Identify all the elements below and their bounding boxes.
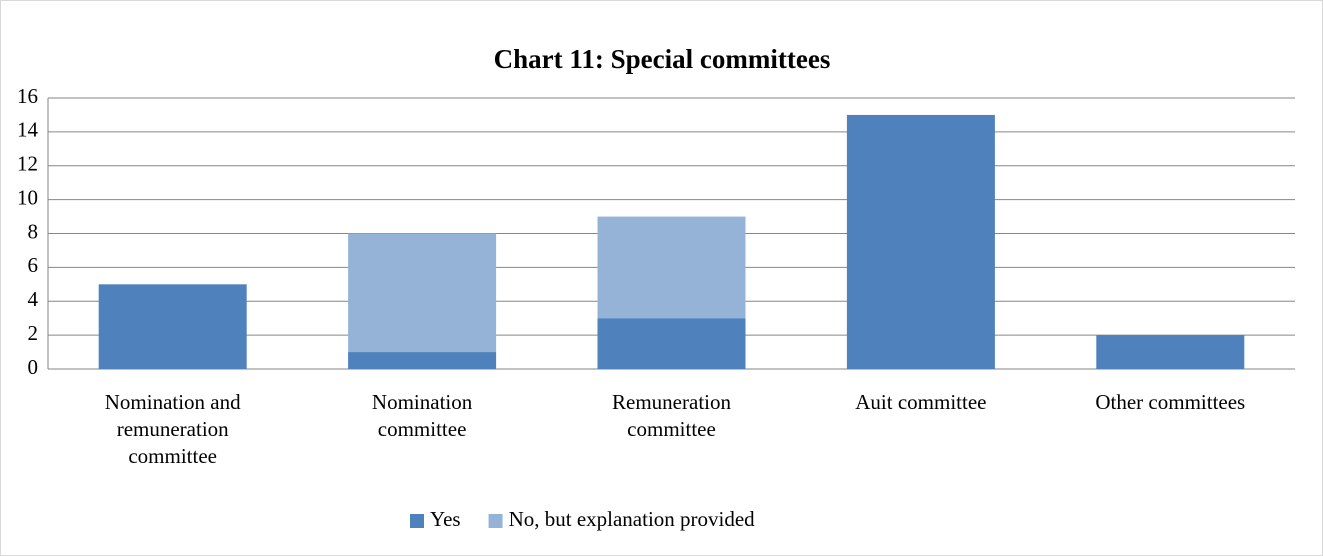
- y-tick-label: 12: [17, 152, 38, 176]
- bar-segment: [597, 216, 746, 319]
- x-tick-label: Remuneration committee: [612, 390, 731, 441]
- x-tick-label: Other committees: [1095, 390, 1246, 414]
- bar-segment: [846, 114, 995, 369]
- bar-segment: [1096, 335, 1245, 369]
- y-tick-label: 4: [28, 287, 39, 311]
- chart-title: Chart 11: Special committees: [494, 44, 831, 74]
- bar-segment: [348, 233, 497, 353]
- legend-swatch: [410, 514, 424, 528]
- bar-segment: [597, 318, 746, 369]
- y-tick-label: 14: [17, 118, 39, 142]
- x-tick-label: Nomination and remuneration committee: [104, 390, 241, 468]
- bar-segment: [348, 352, 497, 369]
- y-tick-label: 6: [28, 253, 39, 277]
- y-tick-label: 8: [28, 219, 39, 243]
- y-tick-label: 16: [17, 84, 38, 108]
- y-tick-label: 0: [28, 355, 39, 379]
- y-tick-label: 10: [17, 185, 38, 209]
- x-tick-label: Nomination committee: [371, 390, 473, 441]
- legend-swatch: [488, 514, 503, 528]
- x-tick-label: Auit committee: [855, 390, 987, 414]
- legend-label: Yes: [430, 507, 461, 531]
- legend-label: No, but explanation provided: [509, 507, 756, 531]
- y-tick-label: 2: [28, 321, 39, 345]
- bar-segment: [98, 284, 247, 369]
